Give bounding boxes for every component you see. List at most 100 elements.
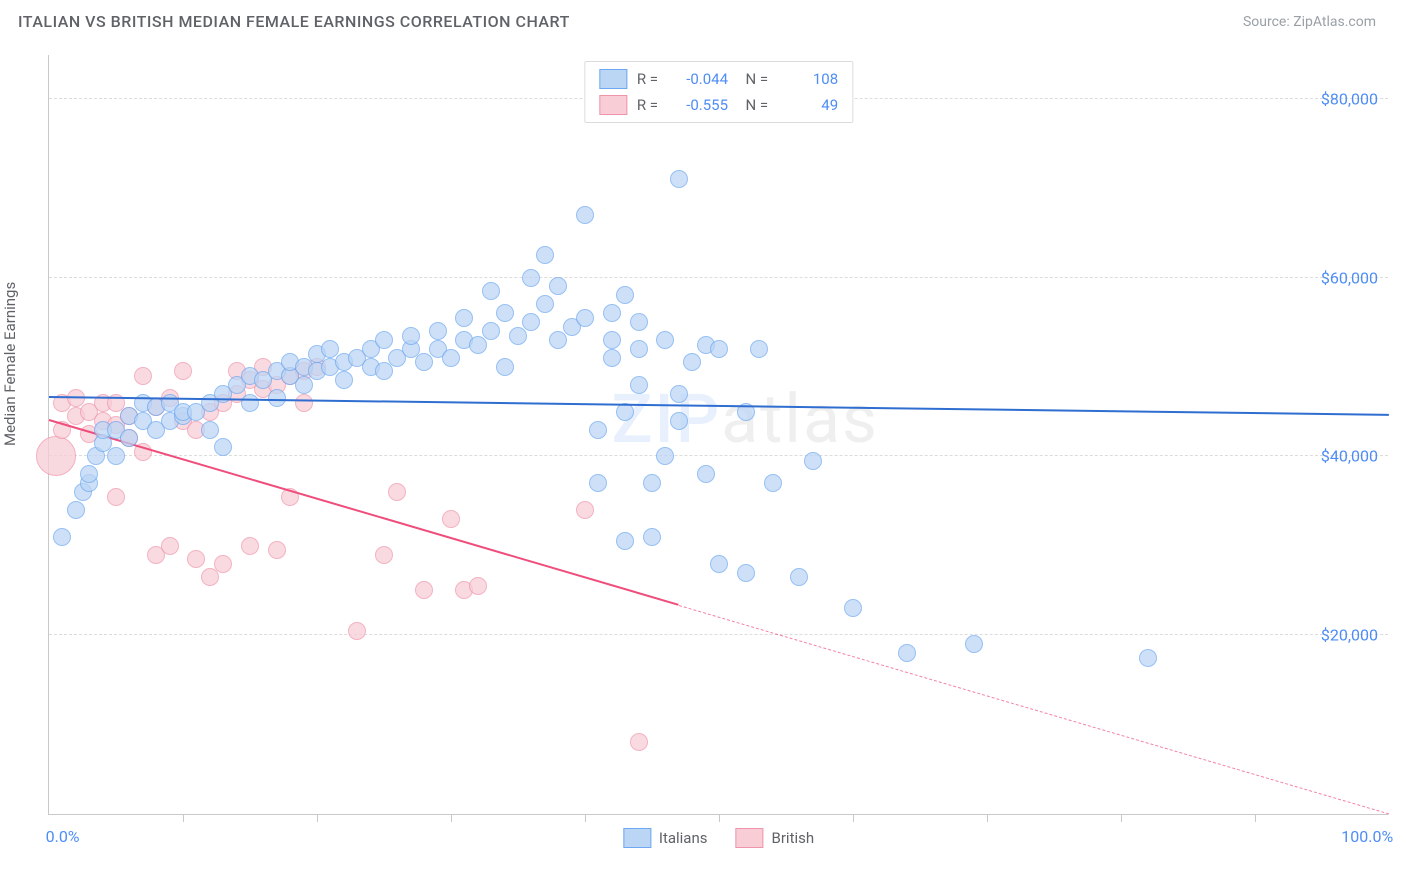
legend-label-italians: Italians bbox=[659, 829, 708, 847]
scatter-point bbox=[120, 429, 138, 447]
scatter-point bbox=[844, 599, 862, 617]
scatter-point bbox=[710, 340, 728, 358]
scatter-point bbox=[469, 577, 487, 595]
legend-bottom: Italians British bbox=[623, 828, 814, 848]
scatter-point bbox=[415, 353, 433, 371]
x-tick bbox=[1121, 814, 1122, 822]
scatter-point bbox=[375, 331, 393, 349]
scatter-point bbox=[576, 206, 594, 224]
scatter-point bbox=[576, 501, 594, 519]
legend-stats-row-1: R = -0.555 N = 49 bbox=[593, 92, 844, 118]
x-tick bbox=[317, 814, 318, 822]
scatter-point bbox=[589, 421, 607, 439]
chart-title: ITALIAN VS BRITISH MEDIAN FEMALE EARNING… bbox=[18, 12, 570, 31]
scatter-point bbox=[335, 371, 353, 389]
scatter-point bbox=[455, 309, 473, 327]
x-tick bbox=[987, 814, 988, 822]
scatter-point bbox=[496, 304, 514, 322]
scatter-point bbox=[697, 465, 715, 483]
x-tick bbox=[585, 814, 586, 822]
scatter-point bbox=[630, 340, 648, 358]
plot-area: ZIPatlas R = -0.044 N = 108 R = -0.555 N… bbox=[48, 55, 1388, 815]
scatter-point bbox=[603, 304, 621, 322]
trend-line bbox=[679, 605, 1389, 814]
scatter-point bbox=[429, 322, 447, 340]
legend-item-italians: Italians bbox=[623, 828, 708, 848]
gridline bbox=[49, 277, 1388, 278]
scatter-point bbox=[442, 510, 460, 528]
scatter-point bbox=[549, 331, 567, 349]
scatter-point bbox=[536, 295, 554, 313]
scatter-point bbox=[268, 541, 286, 559]
scatter-point bbox=[214, 555, 232, 573]
scatter-point bbox=[187, 550, 205, 568]
n-label: N = bbox=[738, 70, 768, 88]
scatter-point bbox=[670, 385, 688, 403]
scatter-point bbox=[161, 537, 179, 555]
scatter-point bbox=[388, 483, 406, 501]
scatter-point bbox=[965, 635, 983, 653]
scatter-point bbox=[469, 336, 487, 354]
scatter-point bbox=[496, 358, 514, 376]
scatter-point bbox=[750, 340, 768, 358]
r-value-italians: -0.044 bbox=[668, 70, 728, 88]
legend-swatch-italians bbox=[623, 828, 651, 848]
x-tick bbox=[183, 814, 184, 822]
scatter-point bbox=[348, 622, 366, 640]
n-value-italians: 108 bbox=[778, 70, 838, 88]
scatter-point bbox=[241, 537, 259, 555]
scatter-point bbox=[603, 331, 621, 349]
scatter-point bbox=[804, 452, 822, 470]
scatter-point bbox=[522, 269, 540, 287]
scatter-point bbox=[576, 309, 594, 327]
x-tick bbox=[1255, 814, 1256, 822]
r-label: R = bbox=[637, 96, 658, 114]
scatter-point bbox=[616, 286, 634, 304]
scatter-point bbox=[549, 277, 567, 295]
gridline bbox=[49, 634, 1388, 635]
scatter-point bbox=[616, 532, 634, 550]
y-tick-label: $20,000 bbox=[1321, 626, 1378, 645]
x-max-label: 100.0% bbox=[1341, 827, 1393, 846]
scatter-point bbox=[107, 447, 125, 465]
scatter-point bbox=[643, 474, 661, 492]
y-tick-label: $60,000 bbox=[1321, 268, 1378, 287]
scatter-point bbox=[589, 474, 607, 492]
scatter-point bbox=[656, 447, 674, 465]
x-min-label: 0.0% bbox=[46, 827, 80, 846]
scatter-point bbox=[536, 246, 554, 264]
r-label: R = bbox=[637, 70, 658, 88]
scatter-point bbox=[201, 568, 219, 586]
n-value-british: 49 bbox=[778, 96, 838, 114]
legend-stats: R = -0.044 N = 108 R = -0.555 N = 49 bbox=[584, 61, 853, 123]
scatter-point bbox=[630, 733, 648, 751]
scatter-point bbox=[683, 353, 701, 371]
legend-item-british: British bbox=[736, 828, 815, 848]
legend-swatch-british bbox=[599, 95, 627, 115]
scatter-point bbox=[214, 438, 232, 456]
scatter-point bbox=[442, 349, 460, 367]
scatter-point bbox=[710, 555, 728, 573]
y-tick-label: $80,000 bbox=[1321, 89, 1378, 108]
scatter-point bbox=[670, 412, 688, 430]
legend-label-british: British bbox=[772, 829, 815, 847]
scatter-point bbox=[643, 528, 661, 546]
scatter-point bbox=[630, 376, 648, 394]
scatter-point bbox=[174, 362, 192, 380]
scatter-point bbox=[737, 564, 755, 582]
scatter-point bbox=[36, 436, 76, 476]
scatter-point bbox=[603, 349, 621, 367]
scatter-point bbox=[241, 394, 259, 412]
r-value-british: -0.555 bbox=[668, 96, 728, 114]
scatter-point bbox=[898, 644, 916, 662]
legend-stats-row-0: R = -0.044 N = 108 bbox=[593, 66, 844, 92]
scatter-point bbox=[630, 313, 648, 331]
scatter-point bbox=[375, 546, 393, 564]
scatter-point bbox=[415, 581, 433, 599]
y-axis-label: Median Female Earnings bbox=[1, 282, 19, 446]
scatter-point bbox=[375, 362, 393, 380]
legend-swatch-british bbox=[736, 828, 764, 848]
y-tick-label: $40,000 bbox=[1321, 447, 1378, 466]
scatter-point bbox=[522, 313, 540, 331]
scatter-point bbox=[295, 376, 313, 394]
